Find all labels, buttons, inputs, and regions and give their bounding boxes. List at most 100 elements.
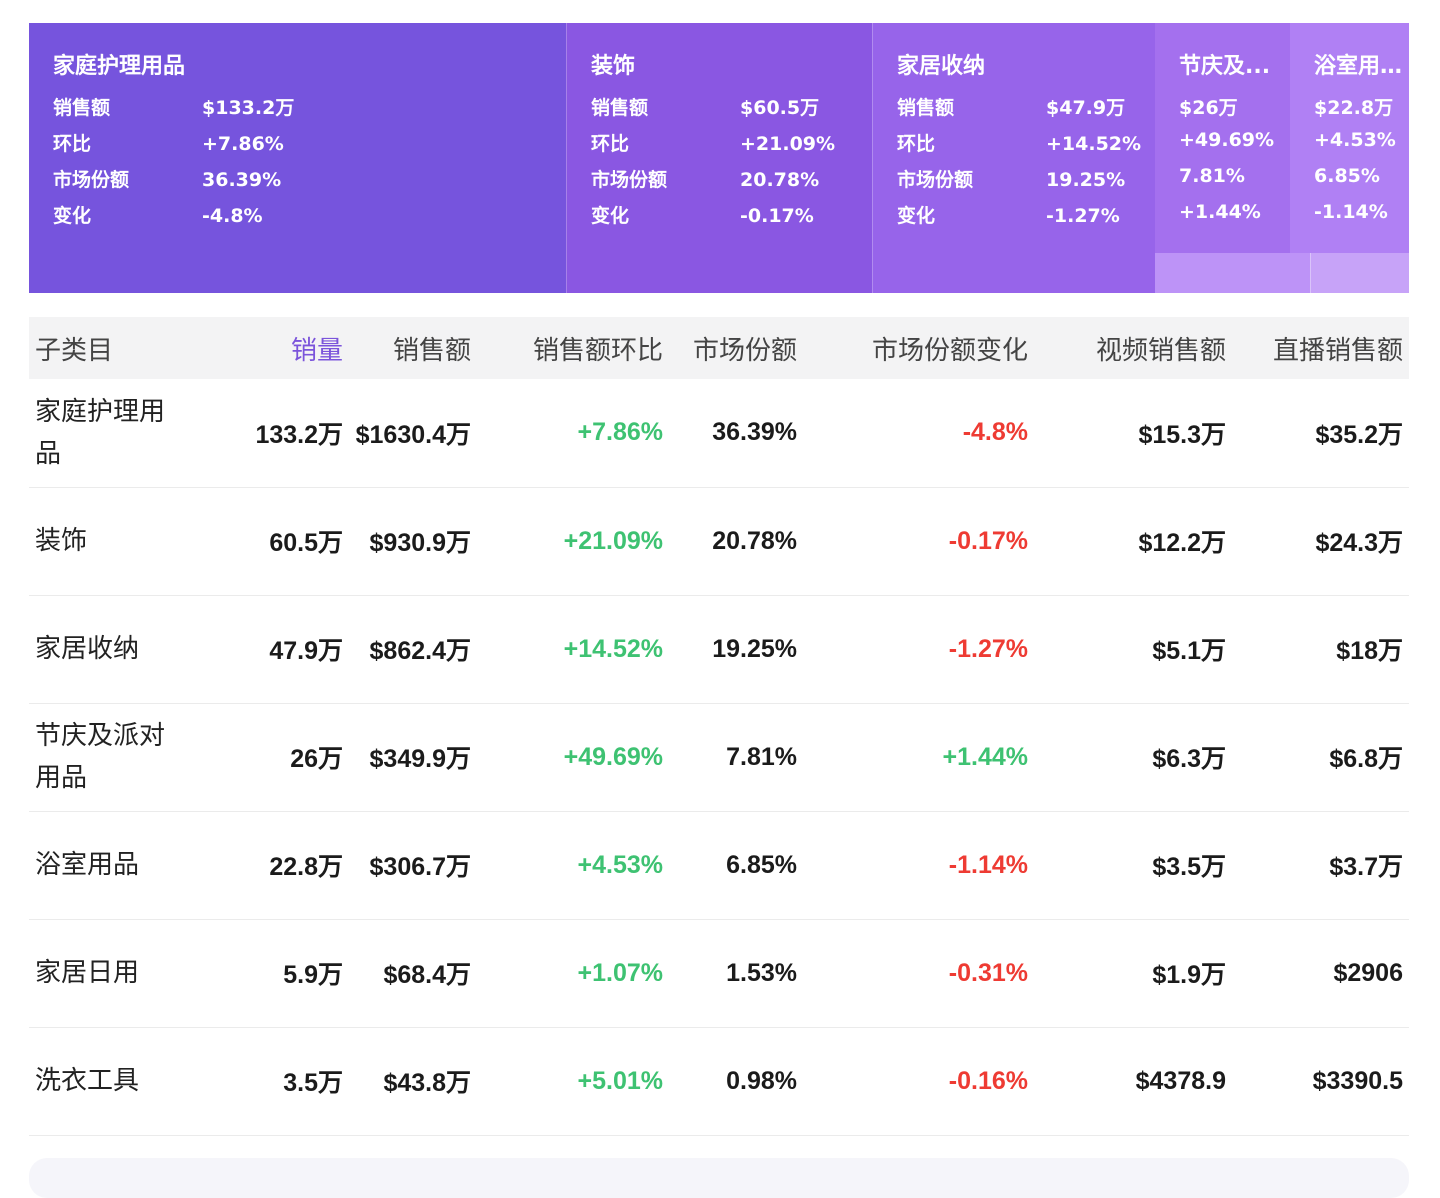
category-treemap: 家庭护理用品 销售额 $133.2万 环比 +7.86% 市场份额 36.39% 变化… [29, 23, 1409, 293]
table-row[interactable]: 家庭护理用品 133.2万 $1630.4万 +7.86% 36.39% -4.8% $15… [29, 379, 1409, 487]
tile-row-change: 变化 -4.8% [53, 201, 263, 228]
tile-row-value: $47.9万 [1046, 97, 1126, 119]
tile-row-value: $60.5万 [740, 97, 820, 119]
table-row[interactable]: 节庆及派对用品 26万 $349.9万 +49.69% 7.81% +1.44% $6.3万… [29, 703, 1409, 811]
tile-row-mom: +4.53% [1314, 129, 1396, 151]
tile-row-value: 19.25% [1046, 169, 1126, 191]
cell-sales-mom: +49.69% [563, 742, 663, 771]
table-row[interactable]: 浴室用品 22.8万 $306.7万 +4.53% 6.85% -1.14% $3.5万 $3… [29, 811, 1409, 919]
tile-row-share: 市场份额 20.78% [591, 165, 819, 192]
cell-video-sales: $5.1万 [1152, 637, 1226, 665]
table-row[interactable]: 洗衣工具 3.5万 $43.8万 +5.01% 0.98% -0.16% $4378.9 $3… [29, 1027, 1409, 1135]
treemap-tile-storage[interactable]: 家居收纳 销售额 $47.9万 环比 +14.52% 市场份额 19.25% 变化 -1… [872, 23, 1155, 293]
tile-row-share: 市场份额 36.39% [53, 165, 281, 192]
cell-name[interactable]: 节庆及派对用品 [35, 721, 166, 793]
cell-video-sales: $1.9万 [1152, 961, 1226, 989]
treemap-tile-home-care[interactable]: 家庭护理用品 销售额 $133.2万 环比 +7.86% 市场份额 36.39% 变化… [29, 23, 566, 293]
column-header-sales[interactable]: 销售额 [392, 335, 471, 366]
tile-title: 节庆及... [1179, 54, 1271, 79]
treemap-tile-decor[interactable]: 装饰 销售额 $60.5万 环比 +21.09% 市场份额 20.78% 变化 -0.1… [566, 23, 872, 293]
cell-sales-mom: +21.09% [563, 526, 663, 555]
cell-sales: $306.7万 [369, 853, 471, 881]
cell-name[interactable]: 洗衣工具 [35, 1066, 140, 1096]
table-row[interactable]: 家居收纳 47.9万 $862.4万 +14.52% 19.25% -1.27% $5.1万… [29, 595, 1409, 703]
cell-share: 0.98% [726, 1066, 797, 1095]
tile-row-value: 36.39% [202, 169, 282, 191]
cell-sales: $862.4万 [369, 637, 471, 665]
cell-volume: 22.8万 [269, 853, 343, 881]
cell-share-change: -4.8% [962, 418, 1028, 447]
cell-name[interactable]: 装饰 [35, 526, 88, 556]
cell-name[interactable]: 浴室用品 [35, 850, 140, 880]
cell-video-sales: $15.3万 [1138, 420, 1226, 449]
cell-sales: $349.9万 [369, 745, 471, 773]
cell-share-change: +1.44% [942, 742, 1029, 771]
table-row[interactable]: 家居日用 5.9万 $68.4万 +1.07% 1.53% -0.31% $1.9万 $290… [29, 919, 1409, 1027]
treemap-tile-daily-use[interactable] [1155, 253, 1310, 293]
tile-row-value: -0.17% [740, 205, 814, 227]
cell-video-sales: $4378.9 [1135, 1066, 1226, 1095]
tile-row-mom: 环比 +14.52% [897, 129, 1141, 156]
tile-title: 家居收纳 [897, 54, 986, 79]
treemap-tile-bathroom[interactable]: 浴室用... $22.8万 +4.53% 6.85% -1.14% [1290, 23, 1409, 253]
cell-volume: 3.5万 [283, 1069, 343, 1097]
column-header-sales-mom[interactable]: 销售额环比 [532, 335, 663, 366]
tile-row-label: 环比 [897, 133, 936, 155]
cell-name[interactable]: 家居日用 [35, 958, 140, 988]
cell-name[interactable]: 家居收纳 [35, 634, 140, 664]
cell-live-sales: $2906 [1333, 958, 1403, 987]
tile-row-sales: 销售额 $47.9万 [897, 93, 1125, 120]
cell-video-sales: $12.2万 [1138, 529, 1226, 557]
tile-row-mom: 环比 +7.86% [53, 129, 284, 156]
subcategory-table: 子类目 销量 销售额 销售额环比 市场份额 市场份额变化 视频销售额 直播销售额… [29, 317, 1409, 1136]
cell-sales: $930.9万 [369, 529, 471, 557]
cell-volume: 60.5万 [269, 529, 343, 557]
tile-row-label: 市场份额 [53, 169, 130, 191]
cell-live-sales: $3390.5 [1312, 1066, 1403, 1095]
cell-sales-mom: +1.07% [577, 958, 664, 987]
tile-row-value: -4.8% [202, 205, 263, 227]
tile-row-change: +1.44% [1179, 201, 1261, 223]
tile-row-sales: 销售额 $60.5万 [591, 93, 819, 120]
column-header-video-sales[interactable]: 视频销售额 [1095, 335, 1226, 366]
cell-share-change: -0.17% [948, 526, 1028, 555]
tile-row-label: 环比 [591, 133, 630, 155]
cell-share: 19.25% [712, 634, 797, 663]
tile-row-share: 市场份额 19.25% [897, 165, 1125, 192]
cell-video-sales: $6.3万 [1152, 745, 1226, 773]
tile-row-value: -1.27% [1046, 205, 1120, 227]
column-header-volume[interactable]: 销量 [290, 335, 343, 366]
tile-row-label: 销售额 [591, 97, 649, 119]
tile-row-value: +7.86% [202, 133, 284, 155]
tile-row-value: 20.78% [740, 169, 820, 191]
cell-sales-mom: +4.53% [577, 850, 664, 879]
cell-name[interactable]: 家庭护理用品 [35, 396, 166, 469]
cell-video-sales: $3.5万 [1152, 853, 1226, 881]
cell-sales: $43.8万 [383, 1069, 471, 1097]
tile-row-label: 环比 [53, 133, 92, 155]
tile-row-label: 变化 [897, 205, 936, 227]
cell-sales-mom: +7.86% [577, 418, 664, 447]
cell-live-sales: $6.8万 [1329, 745, 1403, 773]
column-header-share[interactable]: 市场份额 [692, 335, 797, 366]
treemap-tile-festive[interactable]: 节庆及... $26万 +49.69% 7.81% +1.44% [1155, 23, 1290, 253]
cell-share: 7.81% [726, 742, 797, 771]
tile-row-change: -1.14% [1314, 201, 1388, 223]
cell-share: 1.53% [726, 958, 797, 987]
column-header-share-change[interactable]: 市场份额变化 [871, 335, 1028, 366]
tile-title: 浴室用... [1314, 54, 1403, 79]
table-row[interactable]: 装饰 60.5万 $930.9万 +21.09% 20.78% -0.17% $12.2万 $… [29, 487, 1409, 595]
cell-sales: $1630.4万 [355, 420, 471, 449]
treemap-tile-laundry[interactable] [1310, 253, 1409, 293]
cell-sales-mom: +14.52% [563, 634, 663, 663]
tile-title: 装饰 [591, 54, 636, 79]
cell-sales: $68.4万 [383, 961, 471, 989]
cell-share-change: -0.16% [948, 1066, 1028, 1095]
cell-volume: 47.9万 [269, 637, 343, 665]
cell-sales-mom: +5.01% [577, 1066, 664, 1095]
cell-live-sales: $3.7万 [1329, 853, 1403, 881]
column-header-live-sales[interactable]: 直播销售额 [1272, 335, 1403, 366]
cell-share: 20.78% [712, 526, 797, 555]
tile-title: 家庭护理用品 [53, 54, 186, 79]
column-header-subcategory[interactable]: 子类目 [35, 335, 114, 366]
